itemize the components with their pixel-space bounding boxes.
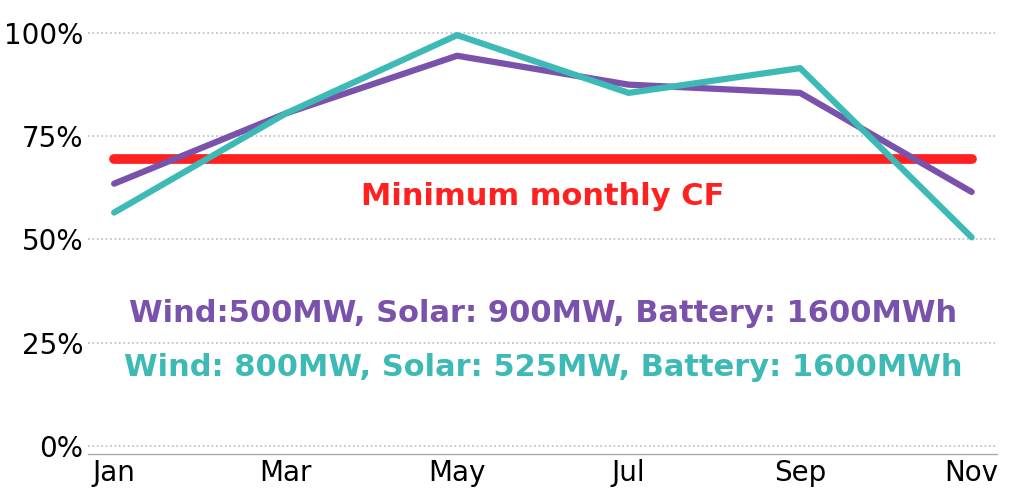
Text: Minimum monthly CF: Minimum monthly CF xyxy=(361,182,725,211)
Text: Wind:500MW, Solar: 900MW, Battery: 1600MWh: Wind:500MW, Solar: 900MW, Battery: 1600M… xyxy=(129,299,957,328)
Text: Wind: 800MW, Solar: 525MW, Battery: 1600MWh: Wind: 800MW, Solar: 525MW, Battery: 1600… xyxy=(124,353,963,382)
